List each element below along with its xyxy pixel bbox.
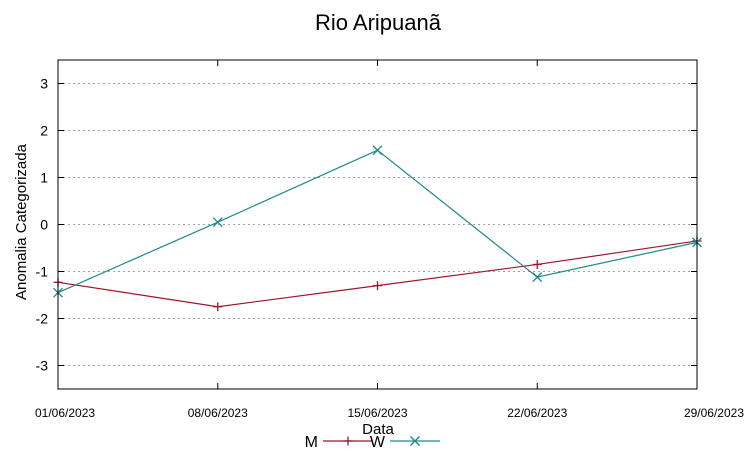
legend-marker bbox=[343, 436, 353, 446]
chart-title: Rio Aripuanã bbox=[315, 10, 442, 35]
legend-label: M bbox=[305, 434, 318, 451]
plot-area-frame bbox=[57, 59, 698, 390]
series-m bbox=[53, 236, 702, 312]
series-w-point bbox=[532, 272, 543, 283]
series-layer bbox=[53, 145, 702, 312]
y-tick-label: 0 bbox=[40, 217, 48, 233]
y-tick-label: -3 bbox=[36, 358, 49, 374]
y-tick-label: -1 bbox=[36, 264, 49, 280]
x-tick-label: 01/06/2023 bbox=[35, 406, 95, 420]
legend-label: W bbox=[370, 434, 386, 451]
series-m-point bbox=[213, 302, 223, 312]
x-tick-label: 29/06/2023 bbox=[684, 406, 744, 420]
y-tick-label: 3 bbox=[40, 76, 48, 92]
y-tick-label: -2 bbox=[36, 311, 49, 327]
grid-lines bbox=[58, 83, 697, 366]
legend-marker bbox=[410, 436, 420, 446]
y-axis-label: Anomalia Categorizada bbox=[13, 143, 30, 300]
series-m-point bbox=[373, 281, 382, 291]
series-w-point bbox=[372, 145, 383, 156]
legend-item-w: W bbox=[370, 434, 440, 451]
x-tick-label: 22/06/2023 bbox=[507, 406, 567, 420]
y-tick-label: 1 bbox=[40, 170, 48, 186]
series-m-point bbox=[532, 259, 542, 269]
series-w-point bbox=[212, 217, 223, 228]
series-w bbox=[53, 145, 702, 298]
x-tick-label: 15/06/2023 bbox=[347, 406, 407, 420]
x-tick-label: 08/06/2023 bbox=[188, 406, 248, 420]
x-axis-label: Data bbox=[362, 421, 394, 438]
axis-ticks: -3 -2 -1 0 1 2 3 01/06/2023 08/06/2023 15/06/2023… bbox=[35, 60, 744, 420]
legend-item-m: M bbox=[305, 434, 373, 451]
y-tick-label: 2 bbox=[40, 123, 48, 139]
